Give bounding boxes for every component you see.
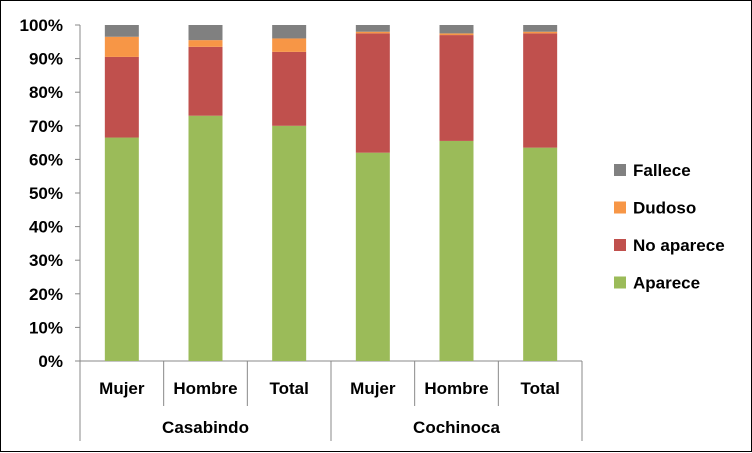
bars bbox=[104, 25, 558, 361]
x-category-label: Hombre bbox=[173, 379, 237, 398]
x-category-label: Total bbox=[520, 379, 559, 398]
legend-label: No aparece bbox=[633, 236, 725, 255]
bar-segment-no-aparece bbox=[272, 51, 307, 126]
bar-segment-fallece bbox=[355, 25, 390, 32]
bar-segment-fallece bbox=[523, 25, 558, 32]
y-tick-label: 60% bbox=[29, 150, 63, 169]
bar-segment-aparece bbox=[523, 147, 558, 361]
x-category-label: Hombre bbox=[424, 379, 488, 398]
bar-segment-fallece bbox=[272, 25, 307, 39]
legend-label: Fallece bbox=[633, 161, 691, 180]
y-tick-label: 50% bbox=[29, 184, 63, 203]
y-tick-label: 70% bbox=[29, 117, 63, 136]
bar-segment-fallece bbox=[104, 25, 139, 37]
y-tick-label: 80% bbox=[29, 83, 63, 102]
bar-segment-dudoso bbox=[523, 31, 558, 34]
bar-segment-no-aparece bbox=[439, 35, 474, 141]
bar-segment-dudoso bbox=[188, 40, 223, 47]
bar-segment-aparece bbox=[355, 152, 390, 361]
y-tick-label: 30% bbox=[29, 251, 63, 270]
bar-segment-aparece bbox=[272, 125, 307, 361]
y-tick-label: 40% bbox=[29, 218, 63, 237]
y-tick-label: 0% bbox=[38, 352, 63, 371]
y-tick-label: 90% bbox=[29, 50, 63, 69]
legend-label: Aparece bbox=[633, 274, 700, 293]
bar-segment-aparece bbox=[104, 137, 139, 361]
y-tick-label: 10% bbox=[29, 318, 63, 337]
bar-segment-fallece bbox=[439, 25, 474, 34]
legend-swatch bbox=[614, 164, 626, 176]
bar-segment-fallece bbox=[188, 25, 223, 41]
y-tick-label: 20% bbox=[29, 285, 63, 304]
bar-segment-aparece bbox=[439, 140, 474, 361]
bar-segment-dudoso bbox=[104, 36, 139, 57]
legend: Fallece Dudoso No aparece Aparece bbox=[614, 161, 725, 293]
bar-segment-dudoso bbox=[272, 38, 307, 52]
bar-segment-dudoso bbox=[355, 31, 390, 34]
x-category-label: Mujer bbox=[99, 379, 145, 398]
x-axis-labels: Mujer Hombre Total Mujer Hombre Total Casabind… bbox=[79, 361, 583, 441]
x-category-label: Mujer bbox=[350, 379, 396, 398]
bar-segment-no-aparece bbox=[188, 46, 223, 116]
bar-segment-aparece bbox=[188, 115, 223, 361]
x-group-label: Cochinoca bbox=[413, 418, 500, 437]
bar-segment-no-aparece bbox=[355, 33, 390, 153]
legend-swatch bbox=[614, 239, 626, 251]
y-tick-label: 100% bbox=[20, 16, 63, 35]
bar-segment-no-aparece bbox=[523, 33, 558, 148]
legend-label: Dudoso bbox=[633, 199, 696, 218]
legend-swatch bbox=[614, 201, 626, 214]
legend-swatch bbox=[614, 276, 626, 289]
x-group-label: Casabindo bbox=[162, 418, 249, 437]
bar-segment-no-aparece bbox=[104, 56, 139, 138]
bar-segment-dudoso bbox=[439, 33, 474, 36]
x-category-label: Total bbox=[269, 379, 308, 398]
y-axis-ticks: 0% 10% 20% 30% 40% 50% 60% 70% 80% 90% 100% bbox=[20, 16, 80, 371]
